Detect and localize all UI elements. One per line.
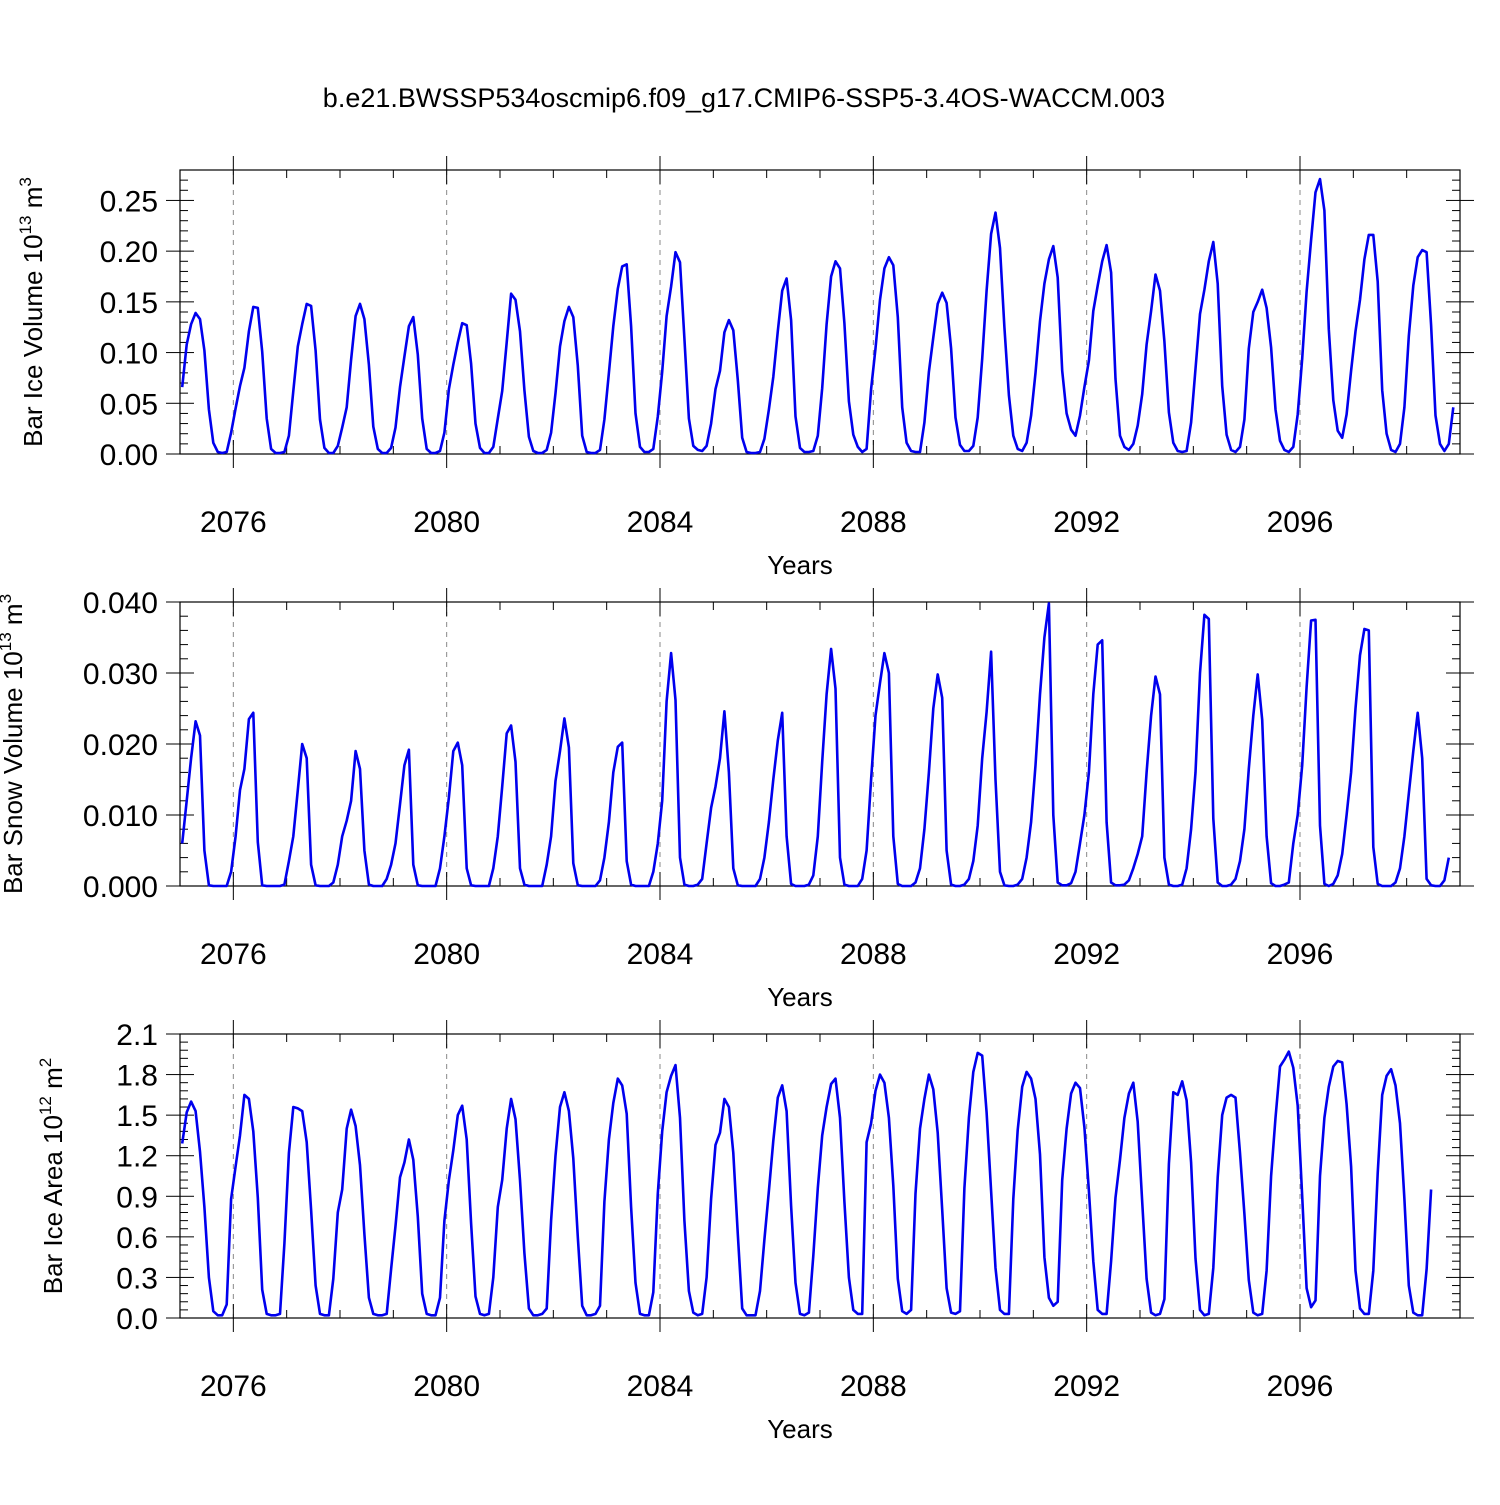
x-tick-label: 2080 — [413, 938, 480, 971]
y-axis-label-superscript: 3 — [0, 594, 15, 603]
y-tick-label: 0.000 — [83, 871, 158, 904]
y-tick-label: 0.010 — [83, 800, 158, 833]
panel-1: 0.00 0.05 0.10 0.15 0.20 0.25 2076 2080 2084 2088… — [16, 156, 1474, 580]
x-tick-label: 2096 — [1267, 506, 1334, 539]
y-tick-label: 0.0 — [116, 1303, 158, 1336]
y-axis-label-part: m — [18, 187, 48, 216]
y-tick-label: 0.9 — [116, 1181, 158, 1214]
x-tick-label: 2088 — [840, 938, 907, 971]
x-tick-label: 2076 — [200, 506, 267, 539]
y-tick-label: 1.5 — [116, 1100, 158, 1133]
x-axis-label: Years — [767, 550, 833, 580]
x-tick-label: 2084 — [627, 1370, 694, 1403]
x-tick-label: 2084 — [627, 938, 694, 971]
y-tick-label: 0.05 — [100, 388, 158, 421]
y-axis-label-part: Bar Snow Volume 10 — [0, 651, 28, 894]
x-tick-label: 2088 — [840, 1370, 907, 1403]
x-tick-label: 2096 — [1267, 1370, 1334, 1403]
x-axis-label: Years — [767, 1414, 833, 1444]
y-tick-label: 0.15 — [100, 287, 158, 320]
y-axis-label-part: m — [0, 603, 28, 632]
x-tick-label: 2076 — [200, 1370, 267, 1403]
x-tick-label: 2092 — [1053, 1370, 1120, 1403]
y-tick-label: 1.2 — [116, 1141, 158, 1174]
series-line — [180, 602, 1451, 888]
y-axis-label-superscript: 3 — [16, 177, 35, 186]
y-axis-label: Bar Ice Area 1012 m2 — [36, 1058, 68, 1295]
x-tick-label: 2080 — [413, 506, 480, 539]
chart-title: b.e21.BWSSP534oscmip6.f09_g17.CMIP6-SSP5… — [323, 83, 1165, 113]
y-axis-label-part: m — [38, 1067, 68, 1096]
x-tick-label: 2080 — [413, 1370, 480, 1403]
y-axis-label: Bar Snow Volume 1013 m3 — [0, 594, 28, 894]
x-tick-label: 2088 — [840, 506, 907, 539]
y-axis-label-part: Bar Ice Volume 10 — [18, 234, 48, 446]
y-tick-label: 0.030 — [83, 658, 158, 691]
y-tick-label: 0.20 — [100, 236, 158, 269]
y-tick-label: 0.040 — [83, 587, 158, 620]
x-tick-label: 2084 — [627, 506, 694, 539]
x-axis-label: Years — [767, 982, 833, 1012]
x-tick-label: 2076 — [200, 938, 267, 971]
series-line — [180, 1050, 1433, 1317]
y-tick-label: 0.00 — [100, 439, 158, 472]
y-tick-label: 0.020 — [83, 729, 158, 762]
panel-2: 0.000 0.010 0.020 0.030 0.040 2076 2080 2084 208… — [0, 587, 1474, 1012]
y-axis-label: Bar Ice Volume 1013 m3 — [16, 177, 48, 447]
y-tick-label: 1.8 — [116, 1060, 158, 1093]
axes-frame — [179, 601, 1461, 887]
series-line — [180, 177, 1455, 455]
panel-3: 0.0 0.3 0.6 0.9 1.2 1.5 1.8 2.1 2076 2080 2084 2088… — [36, 1019, 1474, 1444]
x-tick-label: 2092 — [1053, 938, 1120, 971]
y-axis-label-superscript: 2 — [36, 1058, 55, 1067]
y-tick-label: 0.10 — [100, 338, 158, 371]
y-axis-label-superscript: 13 — [0, 632, 15, 651]
x-tick-label: 2092 — [1053, 506, 1120, 539]
axes-frame — [179, 1033, 1461, 1319]
axes-frame — [179, 169, 1461, 455]
y-tick-label: 2.1 — [116, 1019, 158, 1052]
x-tick-label: 2096 — [1267, 938, 1334, 971]
y-tick-label: 0.6 — [116, 1222, 158, 1255]
y-tick-label: 0.3 — [116, 1262, 158, 1295]
y-tick-label: 0.25 — [100, 185, 158, 218]
y-axis-label-part: Bar Ice Area 10 — [38, 1115, 68, 1294]
y-axis-label-superscript: 13 — [16, 215, 35, 234]
y-axis-label-superscript: 12 — [36, 1096, 55, 1115]
